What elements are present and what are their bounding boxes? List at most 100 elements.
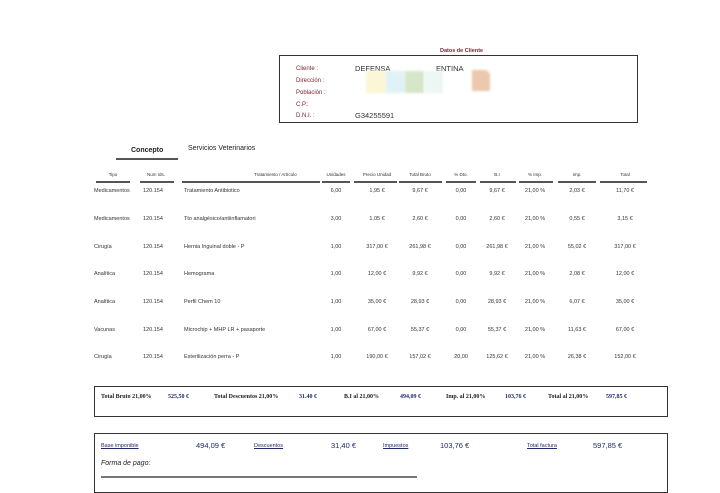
table-cell: Perfil Chem 10	[184, 299, 221, 305]
client-section-title: Datos de Cliente	[440, 48, 484, 54]
total-bruto-label: Total Bruto 21,00%	[101, 394, 152, 400]
cliente-value: DEFENSA	[355, 64, 391, 73]
redaction-block	[405, 71, 424, 93]
table-cell: Hemograma	[184, 271, 215, 277]
table-cell: 2,60 €	[412, 216, 428, 222]
cliente-label: Cliente :	[296, 66, 319, 72]
imp-value: 103,76 €	[505, 394, 526, 400]
table-cell: 21,00 %	[524, 271, 546, 277]
concepto-label: Concepto	[131, 147, 164, 154]
totals-box: Total Bruto 21,00% 525,50 € Total Descue…	[94, 386, 668, 417]
table-cell: 0,55 €	[569, 216, 585, 222]
direccion-label: Dirección :	[296, 78, 325, 84]
total-descuentos-value: 31.40 €	[299, 394, 317, 400]
column-header: Num Ids.	[146, 172, 166, 177]
table-cell: 21,00 %	[524, 299, 546, 305]
table-cell: 1,05 €	[369, 216, 385, 222]
table-cell: 28,93 €	[410, 299, 430, 305]
redaction-block	[424, 71, 443, 93]
table-cell: Esterilización perra - P	[184, 354, 240, 360]
table-cell: 0,00	[455, 216, 467, 222]
table-cell: 11,70 €	[616, 188, 634, 194]
bi-value: 494,09 €	[400, 394, 421, 400]
bi-label: B.I al 21,00%	[344, 394, 380, 400]
poblacion-label: Población :	[296, 90, 326, 96]
table-cell: 317,00 €	[366, 244, 388, 250]
forma-pago-label: Forma de pago:	[101, 460, 151, 467]
table-cell: 21,00 %	[524, 216, 546, 222]
header-underline	[600, 181, 647, 183]
table-cell: 21,00 %	[524, 327, 546, 333]
table-cell: 120.154	[143, 327, 163, 333]
table-cell: 9,67 €	[412, 188, 428, 194]
table-cell: 2,08 €	[569, 271, 585, 277]
column-header: Total Bruto	[409, 172, 431, 177]
table-cell: 55,02 €	[567, 244, 587, 250]
table-cell: 157,02 €	[409, 354, 431, 360]
imp-label: Imp. al 21,00%	[446, 394, 486, 400]
descuentos-label: Descuentos	[254, 443, 284, 449]
column-header: Tipo	[108, 172, 118, 177]
table-cell: 6,00	[330, 188, 342, 194]
table-cell: Vacunas	[94, 327, 115, 333]
cp-label: C.P.:	[296, 102, 309, 108]
table-cell: 2,03 €	[569, 188, 585, 194]
table-cell: 120.154	[143, 299, 163, 305]
column-header: Total	[620, 172, 630, 177]
table-cell: 3,15 €	[617, 216, 633, 222]
impuestos-value: 103,76 €	[440, 441, 470, 450]
table-cell: Analítica	[94, 271, 116, 277]
table-cell: 2,60 €	[489, 216, 505, 222]
header-underline	[446, 181, 476, 183]
table-cell: 35,00 €	[367, 299, 387, 305]
header-underline	[140, 181, 174, 183]
table-cell: 6,07 €	[569, 299, 585, 305]
base-imponible-value: 494,09 €	[196, 441, 226, 450]
table-cell: 9,67 €	[489, 188, 505, 194]
table-cell: 125,62 €	[486, 354, 508, 360]
table-cell: 26,38 €	[567, 354, 587, 360]
concepto-value: Servicios Veterinarios	[188, 145, 256, 152]
header-underline	[322, 181, 350, 183]
header-underline	[558, 181, 596, 183]
table-cell: Medicamentos	[94, 188, 130, 194]
redaction-block	[366, 71, 386, 93]
table-cell: 0,00	[455, 271, 467, 277]
table-cell: Tto analgésico/antiinflamatori	[184, 216, 256, 222]
table-cell: 0,00	[455, 188, 467, 194]
header-underline	[399, 181, 442, 183]
table-cell: 1,00	[330, 271, 342, 277]
header-underline	[182, 181, 320, 183]
dni-value: G34255591	[355, 111, 395, 120]
total-label: Total al 21,00%	[548, 394, 589, 400]
table-cell: Tratamiento Antibiotico	[184, 188, 240, 194]
table-cell: 120.154	[143, 271, 163, 277]
column-header: Imp.	[572, 172, 582, 177]
table-cell: 120.154	[143, 216, 163, 222]
table-cell: 55,37 €	[410, 327, 430, 333]
table-cell: 317,00 €	[614, 244, 636, 250]
table-cell: 9,92 €	[489, 271, 505, 277]
table-cell: 1,00	[330, 299, 342, 305]
header-underline	[96, 181, 130, 183]
table-cell: 21,00 %	[524, 354, 546, 360]
table-cell: 261,98 €	[409, 244, 431, 250]
table-cell: 67,00 €	[615, 327, 635, 333]
descuentos-value: 31,40 €	[331, 441, 357, 450]
table-cell: 0,00	[455, 327, 467, 333]
client-box: Cliente : Dirección : Población : C.P.: …	[279, 55, 638, 123]
table-cell: 11,63 €	[568, 327, 586, 333]
table-cell: Microchip + MHP LR + pasaporte	[184, 327, 266, 333]
table-cell: 12,00 €	[615, 271, 635, 277]
total-factura-value: 597,85 €	[593, 441, 623, 450]
table-cell: 152,00 €	[614, 354, 636, 360]
table-cell: Analítica	[94, 299, 116, 305]
table-cell: 3,00	[330, 216, 342, 222]
table-cell: 9,92 €	[412, 271, 428, 277]
column-header: % Dto.	[454, 172, 468, 177]
table-cell: Hernia Inguinal doble - P	[184, 244, 245, 250]
table-cell: 1,00	[330, 244, 342, 250]
column-header: Precio Unidad	[362, 172, 392, 177]
column-header: B.I	[494, 172, 500, 177]
table-cell: Cirugía	[94, 244, 112, 250]
